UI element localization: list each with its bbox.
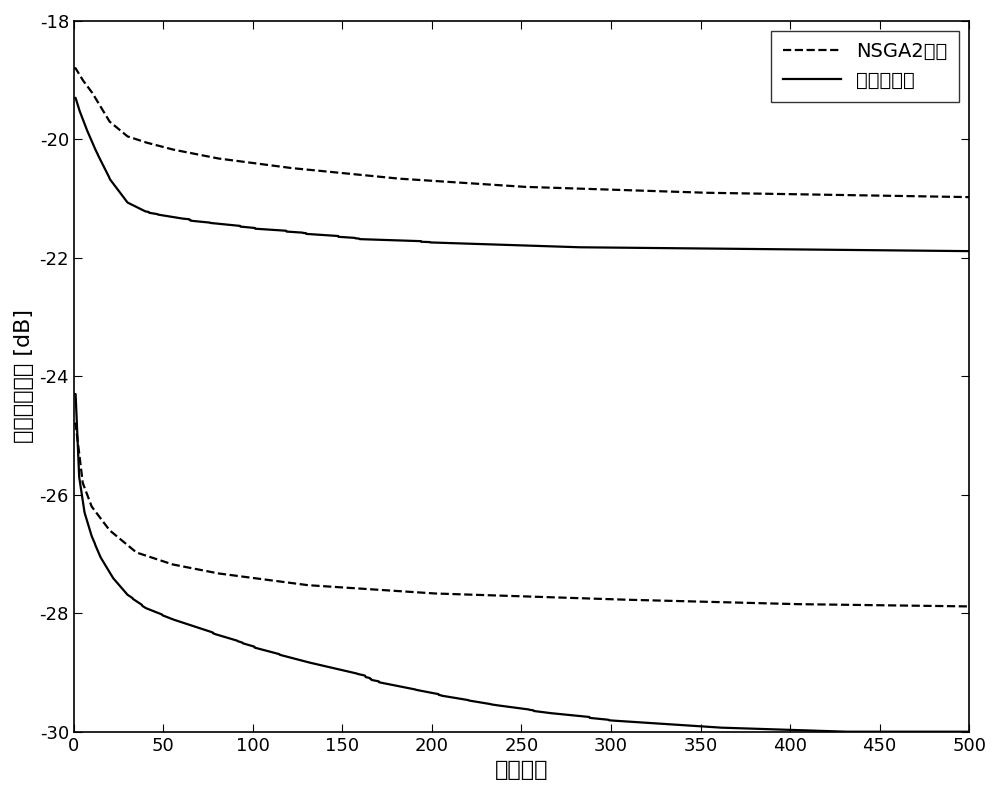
Legend: NSGA2算法, 本发明方法: NSGA2算法, 本发明方法: [771, 31, 959, 102]
X-axis label: 迭代次数: 迭代次数: [495, 760, 548, 781]
Y-axis label: 峰値旁瓣水平 [dB]: 峰値旁瓣水平 [dB]: [14, 310, 34, 443]
